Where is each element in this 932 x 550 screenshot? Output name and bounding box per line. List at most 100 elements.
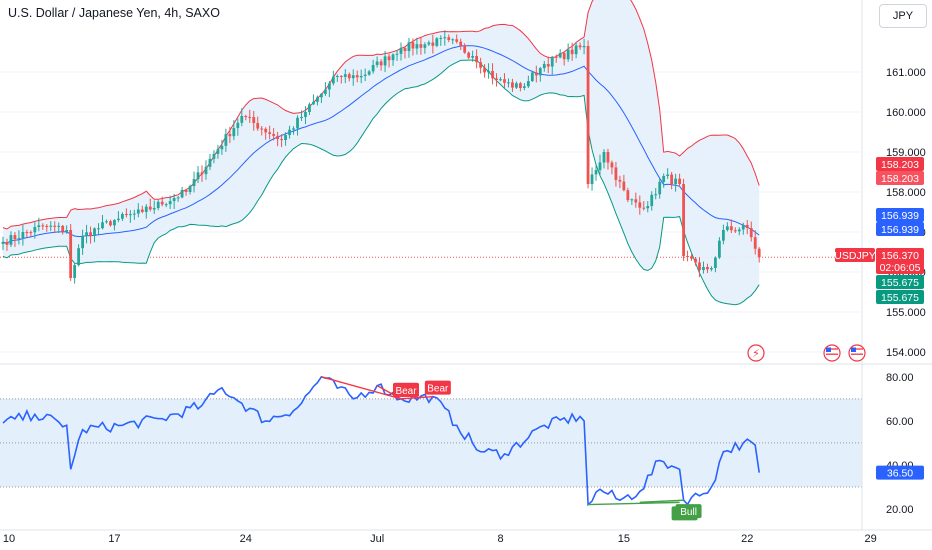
bull-label-text: Bull (680, 507, 697, 518)
bollinger-bands (2, 0, 760, 306)
band-fill (3, 0, 760, 305)
flag-ring[interactable] (823, 344, 841, 362)
candle (268, 132, 272, 134)
candle (435, 38, 439, 46)
candle (164, 204, 168, 206)
candle (419, 44, 423, 48)
candle (73, 265, 77, 278)
candle (292, 128, 295, 130)
candle (232, 128, 236, 137)
candle (256, 123, 260, 129)
candle (451, 39, 455, 41)
candle (371, 65, 375, 72)
candle (109, 221, 112, 226)
divergence-line (321, 376, 402, 400)
candle (737, 229, 741, 232)
candle (702, 267, 705, 270)
candle (296, 117, 299, 129)
lightning-icon[interactable]: ⚡ (747, 344, 765, 362)
candle (387, 56, 391, 61)
lightning-circle[interactable] (747, 344, 765, 362)
candle (519, 83, 522, 88)
candle (21, 231, 25, 239)
candle (117, 218, 120, 220)
candle (590, 174, 594, 184)
upper-band-line (2, 0, 760, 230)
candle (57, 225, 61, 227)
bb-upper-badge-2 (876, 171, 924, 185)
us-flag-icon[interactable] (848, 344, 866, 362)
candle (670, 174, 674, 185)
bb-basis-badge-1-text: 156.939 (881, 210, 919, 222)
bb-upper-badge-1 (876, 157, 924, 171)
candle (331, 76, 335, 84)
candle (347, 74, 351, 79)
candle (694, 258, 697, 263)
us-flag-icon[interactable] (823, 344, 841, 362)
candle (598, 162, 602, 171)
candle (570, 49, 574, 55)
candle (363, 74, 367, 76)
candle (710, 268, 713, 270)
candle (168, 201, 172, 205)
candle (554, 56, 558, 58)
candle (511, 82, 514, 88)
candle (574, 45, 578, 55)
candle (403, 48, 407, 52)
divergence-line (639, 499, 684, 504)
candle (642, 207, 646, 209)
candle (753, 237, 757, 249)
divergence-lines: BearBearBearBullBull (321, 376, 702, 521)
bear-label-text: Bear (427, 384, 449, 395)
candle (121, 213, 124, 219)
candle (594, 170, 598, 175)
bb-upper-badge-2-text: 158.203 (881, 173, 919, 185)
last-price-badge (876, 248, 924, 262)
candle (300, 117, 303, 119)
rsi-tick-label: 80.00 (886, 372, 914, 384)
candle (172, 198, 176, 202)
divergence-line (400, 395, 433, 400)
flag-canton[interactable] (851, 347, 856, 353)
candle (208, 158, 212, 167)
candle (463, 45, 467, 53)
candle (339, 76, 343, 77)
lower-band-line (2, 59, 760, 306)
price-tick-label: 154.000 (886, 347, 926, 359)
candle (316, 97, 319, 102)
bear-label (424, 380, 451, 395)
candle (491, 70, 494, 79)
candle (240, 116, 244, 123)
candle (725, 226, 729, 230)
candle (101, 222, 104, 229)
candle (144, 206, 148, 212)
candle (148, 206, 152, 210)
candle (542, 64, 546, 69)
rsi-zone (0, 398, 862, 487)
candle (93, 228, 96, 236)
candle (17, 238, 21, 240)
candle (714, 257, 717, 268)
candle (89, 232, 92, 236)
candle (439, 37, 443, 39)
candle (49, 225, 53, 227)
flag-canton[interactable] (826, 347, 831, 353)
candle (447, 37, 451, 40)
candle (383, 56, 387, 66)
candle (288, 129, 291, 136)
currency-button[interactable]: JPY (879, 4, 927, 28)
flag-ring[interactable] (848, 344, 866, 362)
candle (97, 228, 100, 230)
candle (622, 181, 626, 191)
lightning-glyph[interactable]: ⚡ (752, 348, 760, 360)
divergence-line (588, 501, 680, 506)
candle (224, 134, 228, 146)
candle (479, 62, 482, 68)
candle (578, 45, 582, 48)
candle (272, 133, 276, 136)
candle (562, 53, 566, 60)
bb-lower-badge-1 (876, 275, 924, 289)
candle (323, 89, 327, 94)
candle (140, 209, 144, 212)
